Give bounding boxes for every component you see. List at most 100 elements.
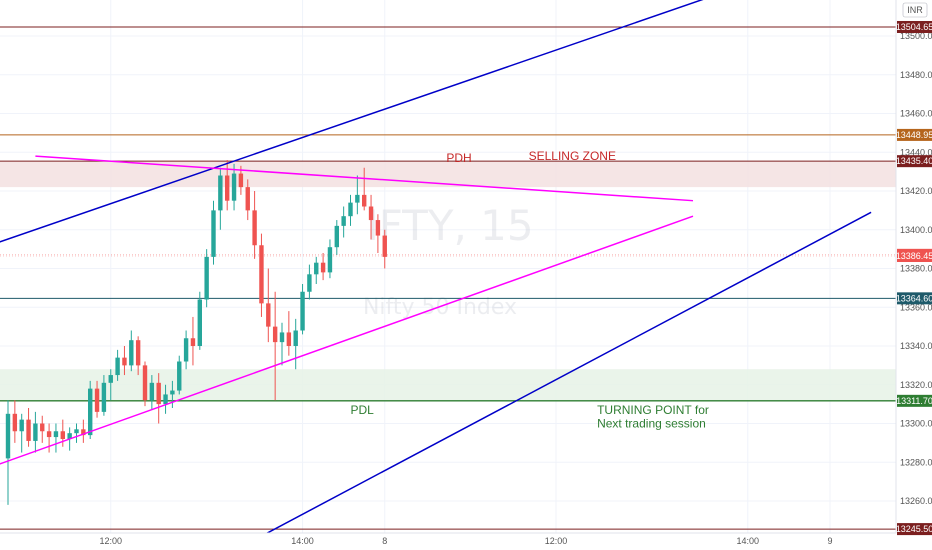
candle-body (88, 388, 93, 436)
candle-body (122, 357, 127, 366)
horizontal-levels (0, 26, 896, 530)
candle-body (74, 429, 79, 434)
candle (94, 380, 100, 418)
price-tick-label: 13420.00 (900, 186, 932, 196)
candle (40, 415, 45, 443)
candle (142, 361, 148, 407)
candle (149, 375, 155, 410)
candle (183, 330, 189, 370)
annotation-label: SELLING ZONE (529, 149, 616, 163)
channel-lower[interactable] (255, 211, 872, 539)
candle-body (19, 419, 24, 432)
candle-body (40, 423, 45, 432)
candle-body (225, 175, 230, 201)
level-badge (897, 250, 932, 263)
annotations: PDH SELLING ZONE PDL TURNING POINT forNext … (351, 149, 709, 430)
candle-body (218, 175, 223, 211)
level-badge (897, 523, 932, 536)
price-tick-label: 13320.00 (900, 380, 932, 390)
candle-body (320, 262, 326, 273)
candle (204, 249, 209, 308)
annotation-label: PDL (351, 403, 375, 417)
level-badge (897, 128, 932, 141)
price-tick-label: 13440.00 (900, 147, 932, 157)
candle (101, 375, 107, 416)
candle-body (149, 382, 155, 401)
time-axis-panel[interactable] (0, 533, 896, 550)
price-axis-panel[interactable] (896, 0, 932, 550)
level-badge (897, 292, 932, 305)
candle-body (266, 303, 271, 327)
price-tick-label: 13480.00 (900, 70, 932, 80)
level-badge-label: 13311.70 (896, 396, 932, 406)
price-tick-label: 13400.00 (900, 225, 932, 235)
candle (81, 419, 86, 443)
candle-body (26, 419, 31, 441)
time-tick-label: 9 (827, 536, 832, 546)
level-badge (897, 155, 932, 168)
trendlines (0, 0, 872, 539)
candle (197, 291, 202, 350)
candle (135, 336, 141, 376)
candle (46, 423, 52, 453)
candle (170, 380, 175, 408)
candle-body (259, 245, 264, 304)
candle-body (211, 210, 216, 257)
price-tick-label: 13300.00 (900, 419, 932, 429)
price-axis-ticks: 13500.00 13480.00 13460.00 13440.00 13420.00… (900, 31, 932, 506)
candle (368, 194, 374, 240)
price-badges: 13504.6513448.9513435.4013387.0513386.45… (896, 20, 932, 536)
zones (0, 161, 896, 401)
currency-badge[interactable] (902, 2, 928, 18)
selling-zone (0, 161, 896, 188)
candle-body (286, 332, 292, 346)
candle (129, 330, 134, 372)
candle (190, 316, 196, 366)
candle (320, 253, 326, 281)
candle-body (238, 173, 244, 188)
level-badge-label: 13245.50 (896, 524, 932, 534)
level-badge-label: 13435.40 (896, 156, 932, 166)
candle (362, 167, 367, 211)
candle (300, 284, 305, 335)
candle-body (156, 382, 161, 405)
channel-upper[interactable] (0, 0, 720, 263)
candle (293, 318, 298, 370)
candle-body (293, 330, 298, 346)
candle-body (327, 247, 333, 273)
candle (259, 233, 264, 317)
price-tick-label: 13360.00 (900, 302, 932, 312)
candle (334, 220, 339, 255)
candle (341, 206, 346, 238)
candle (355, 175, 360, 215)
price-tick-label: 13500.00 (900, 31, 932, 41)
candle-body (67, 433, 72, 439)
candle (33, 411, 38, 453)
candle-body (81, 429, 86, 436)
candle-body (307, 274, 312, 292)
wedge-lower[interactable] (0, 215, 694, 485)
candle-body (197, 299, 202, 346)
candle (279, 322, 285, 366)
candle (5, 400, 11, 505)
candle-body (279, 332, 285, 343)
candle-body (12, 413, 18, 432)
candle-body (362, 194, 367, 207)
candle-body (368, 206, 374, 221)
annotation-label: PDH (446, 151, 471, 165)
candle-body (33, 423, 38, 441)
candle (122, 346, 127, 376)
time-tick-label: 14:00 (737, 536, 760, 546)
wedge-upper[interactable] (35, 155, 694, 202)
currency-label: INR (907, 5, 923, 15)
candle-body (300, 291, 305, 331)
candle-body (115, 357, 120, 376)
annotation-label: Next trading session (597, 416, 706, 430)
candle (266, 268, 271, 343)
candle-body (183, 338, 189, 362)
candle (382, 229, 387, 269)
candle (177, 355, 182, 395)
level-badge (897, 394, 932, 407)
